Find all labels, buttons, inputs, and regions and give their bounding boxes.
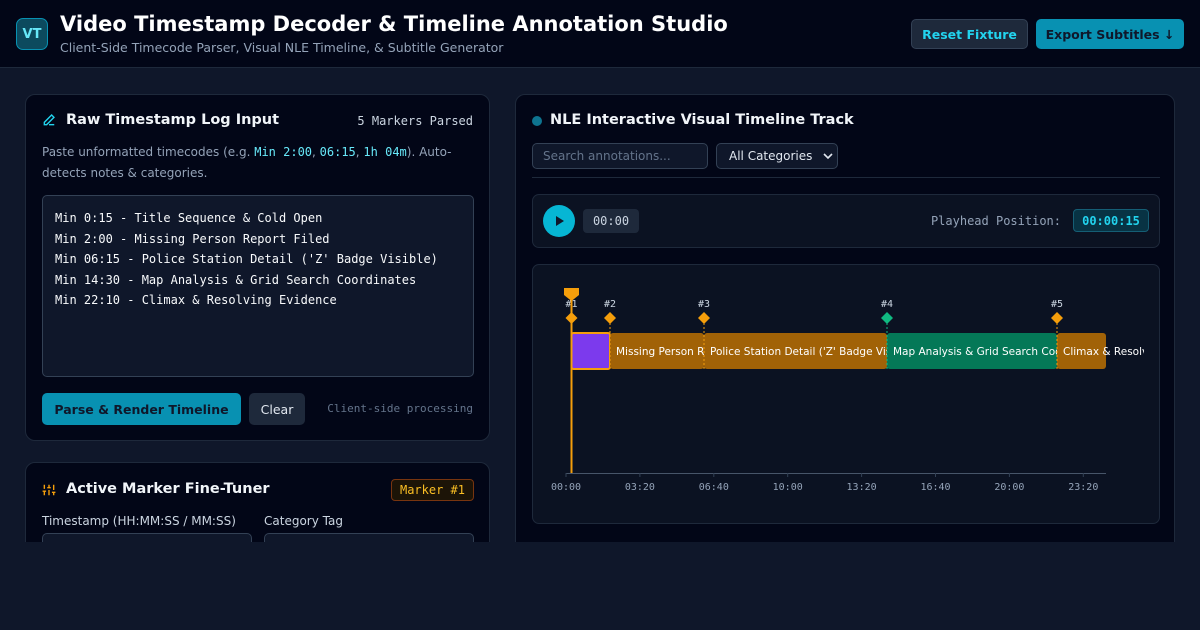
log-line: Min 2:00 - Missing Person Report Filed <box>55 231 330 246</box>
segment <box>887 333 1057 369</box>
axis-label: 03:20 <box>625 482 655 493</box>
title: Video Timestamp Decoder & Timeline Annot… <box>60 12 728 36</box>
marker-diamond <box>881 312 893 324</box>
category-select[interactable]: All Categories <box>716 143 838 169</box>
hint-text: , <box>312 145 320 159</box>
sliders-icon <box>42 484 56 496</box>
marker-label: #2 <box>604 299 616 310</box>
log-line: Min 0:15 - Title Sequence & Cold Open <box>55 211 323 225</box>
axis-label: 06:40 <box>699 482 729 493</box>
axis-label: 20:00 <box>994 482 1024 493</box>
marker-label: #4 <box>881 299 893 310</box>
log-line: Min 06:15 - Police Station Detail ('Z' B… <box>55 252 438 266</box>
search-input[interactable]: Search annotations... <box>532 143 708 169</box>
segment-label: Police Station Detail ('Z' Badge Visible… <box>710 346 914 358</box>
hint: Paste unformatted timecodes (e.g. Min 2:… <box>42 142 462 184</box>
hint-text: ). Auto-detects notes & categories. <box>42 145 452 180</box>
export-button[interactable]: Export Subtitles ↓ <box>1036 19 1184 49</box>
axis-label: 23:20 <box>1068 482 1098 493</box>
timestamp-input[interactable] <box>42 533 252 542</box>
note: Client-side processing <box>327 402 473 415</box>
parse-button[interactable]: Parse & Render Timeline <box>42 393 241 425</box>
marker-diamond <box>1051 312 1063 324</box>
select-caret <box>823 153 833 160</box>
reset-button[interactable]: Reset Fixture <box>911 19 1028 49</box>
log-textarea[interactable]: Min 0:15 - Title Sequence & Cold Open Min… <box>42 195 474 377</box>
segment <box>570 332 611 370</box>
input-panel: Raw Timestamp Log Input 5 Markers Parsed… <box>25 94 490 441</box>
marker-label: #5 <box>1051 299 1063 310</box>
marker-badge: Marker #1 <box>391 479 474 501</box>
current-time: 00:00 <box>583 209 639 233</box>
logo: VT <box>16 18 48 50</box>
playhead-handle <box>564 288 579 301</box>
hint-text: Paste unformatted timecodes (e.g. <box>42 145 255 159</box>
segment <box>610 333 704 369</box>
panel-title: NLE Interactive Visual Timeline Track <box>550 112 854 128</box>
segment <box>704 333 887 369</box>
marker-diamond <box>698 312 710 324</box>
marker-label: #3 <box>698 299 710 310</box>
clear-button[interactable]: Clear <box>249 393 305 425</box>
field-label: Timestamp (HH:MM:SS / MM:SS) <box>42 514 236 528</box>
tuner-panel: Active Marker Fine-Tuner Marker #1 Times… <box>25 462 490 542</box>
header: VT Video Timestamp Decoder & Timeline An… <box>0 0 1200 68</box>
play-button[interactable] <box>543 205 575 237</box>
log-line: Min 14:30 - Map Analysis & Grid Search C… <box>55 272 417 287</box>
segment-label: Map Analysis & Grid Search Coordinates <box>893 346 1104 358</box>
playhead-label: Playhead Position: <box>930 214 1061 228</box>
axis-label: 13:20 <box>847 482 877 493</box>
transport-bar: 00:00 Playhead Position: 00:00:15 <box>532 194 1160 248</box>
status: 5 Markers Parsed <box>357 114 473 128</box>
hint-text: , <box>355 145 364 159</box>
hint-code: 1h 04m <box>363 145 407 159</box>
main: Raw Timestamp Log Input 5 Markers Parsed… <box>0 68 1200 542</box>
axis-label: 10:00 <box>773 482 803 493</box>
segment <box>1057 333 1106 369</box>
log-line: Min 22:10 - Climax & Resolving Evidence <box>55 293 337 307</box>
panel-title: Active Marker Fine-Tuner <box>66 481 270 497</box>
hint-code: 06:15 <box>319 145 356 159</box>
axis-label: 00:00 <box>551 482 581 493</box>
axis-label: 16:40 <box>920 482 950 493</box>
segment-label: Climax & Resolving Evidence <box>1063 346 1159 358</box>
divider <box>532 177 1160 178</box>
timeline-panel: NLE Interactive Visual Timeline Track Se… <box>515 94 1175 542</box>
status-dot <box>532 116 542 126</box>
playhead-value: 00:00:15 <box>1073 209 1149 232</box>
timeline-track: Missing Person Report Filed Police Statio… <box>532 264 1160 524</box>
panel-title: Raw Timestamp Log Input <box>66 112 280 128</box>
category-input[interactable] <box>264 533 474 542</box>
play-icon <box>556 216 564 226</box>
hint-code: Min 2:00 <box>254 145 313 159</box>
edit-icon <box>43 114 55 126</box>
subtitle: Client-Side Timecode Parser, Visual NLE … <box>60 40 504 55</box>
marker-diamond <box>604 312 616 324</box>
field-label: Category Tag <box>264 514 343 528</box>
